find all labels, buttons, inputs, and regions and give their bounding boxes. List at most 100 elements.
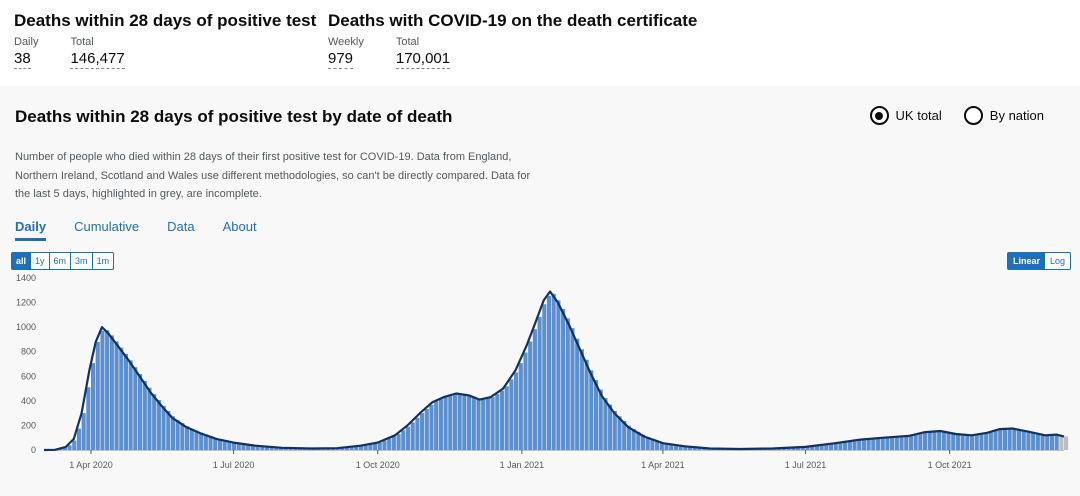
chart-bar — [373, 443, 378, 450]
chart-bar — [1035, 433, 1040, 450]
metric-value[interactable]: 979 — [328, 50, 354, 69]
chart-bar — [861, 439, 866, 450]
radio-uk-total[interactable]: UK total — [869, 106, 942, 125]
range-1m-button[interactable]: 1m — [96, 256, 110, 266]
chart-bar — [377, 442, 382, 450]
chart-bar — [984, 433, 989, 450]
chart-bar — [495, 393, 500, 450]
chart-bar — [152, 394, 157, 450]
chart-bar — [659, 442, 664, 450]
chart-bar — [391, 436, 396, 450]
radio-selected-icon[interactable] — [869, 106, 889, 125]
chart-bar — [922, 432, 928, 450]
chart-bar — [222, 440, 227, 450]
tab-cumulative[interactable]: Cumulative — [74, 219, 140, 234]
y-tick-label: 1000 — [16, 322, 36, 332]
chart-bar — [838, 442, 843, 450]
chart-bar — [1021, 430, 1026, 450]
chart-bar — [485, 398, 490, 450]
chart-bar — [584, 359, 589, 450]
deaths-chart: 0 200 400 600 800 1000 1200 1400 1 Apr 2020 1 Jul… — [0, 272, 1080, 496]
chart-bar — [880, 437, 885, 450]
chart-bar — [546, 295, 552, 450]
chart-bar — [189, 428, 194, 450]
chart-bar — [847, 441, 852, 450]
metric-weekly: Weekly 979 — [328, 36, 364, 69]
chart-bar — [518, 363, 523, 450]
chart-bar — [603, 398, 608, 450]
chart-bar — [1002, 428, 1007, 450]
chart-bar — [796, 447, 801, 450]
x-tick-label: 1 Apr 2020 — [69, 460, 113, 470]
radio-by-nation[interactable]: By nation — [963, 106, 1044, 125]
range-1y-button[interactable]: 1y — [31, 253, 50, 269]
y-tick-label: 1400 — [16, 273, 36, 283]
chart-bar — [612, 410, 617, 450]
chart-bar — [156, 399, 161, 450]
chart-bar — [589, 370, 594, 450]
chart-bar — [833, 443, 838, 450]
chart-bar — [932, 431, 937, 450]
chart-bar — [429, 404, 434, 450]
chart-bar — [448, 395, 453, 450]
scale-linear-button[interactable]: Linear — [1007, 253, 1045, 269]
metric-value[interactable]: 170,001 — [395, 50, 451, 69]
scale-log-button[interactable]: Log — [1049, 256, 1065, 266]
chart-bar — [81, 413, 86, 450]
chart-bar — [1045, 435, 1050, 450]
chart-bar — [119, 347, 124, 450]
chart-bar — [636, 431, 641, 450]
chart-bar — [593, 380, 599, 450]
chart-bar — [344, 447, 349, 450]
chart-bar — [1031, 432, 1036, 450]
tab-daily[interactable]: Daily — [15, 219, 47, 241]
chart-bar — [791, 447, 796, 450]
chart-bar — [965, 434, 970, 450]
chart-bar — [499, 390, 505, 450]
chart-bar — [514, 372, 519, 450]
chart-bar — [142, 380, 147, 450]
chart-bar — [622, 420, 627, 450]
chart-bar — [250, 445, 255, 450]
chart-bar — [565, 318, 570, 450]
chart-bar — [814, 445, 819, 450]
chart-bar — [199, 432, 204, 450]
metric-value[interactable]: 38 — [14, 50, 31, 69]
metric-value[interactable]: 146,477 — [70, 50, 125, 69]
chart-bar — [147, 387, 152, 450]
y-tick-label: 600 — [21, 371, 36, 381]
range-all-button[interactable]: all — [12, 253, 32, 269]
chart-bar — [974, 434, 979, 450]
radio-unselected-icon[interactable] — [963, 106, 983, 125]
chart-bar — [631, 429, 636, 450]
chart-bar — [457, 393, 462, 450]
chart-bar — [128, 360, 133, 450]
chart-bar — [927, 431, 932, 450]
chart-bar — [828, 444, 834, 450]
chart-bar — [650, 438, 655, 450]
chart-bar — [575, 338, 580, 450]
y-tick-label: 0 — [31, 445, 36, 455]
chart-bar — [786, 447, 791, 450]
y-tick-label: 400 — [21, 396, 36, 406]
chart-bar — [363, 445, 368, 450]
metric-total: Total 146,477 — [70, 36, 125, 69]
chart-bar — [988, 432, 993, 450]
chart-bar — [434, 401, 439, 450]
x-tick-label: 1 Jul 2020 — [213, 460, 255, 470]
chart-bar — [208, 436, 213, 450]
chart-bar — [561, 308, 566, 450]
range-3m-button[interactable]: 3m — [71, 253, 93, 269]
range-6m-button[interactable]: 6m — [50, 253, 72, 269]
chart-bar — [401, 430, 406, 450]
chart-bar — [598, 389, 603, 450]
tab-about[interactable]: About — [222, 219, 257, 234]
chart-bar — [946, 432, 951, 450]
chart-bar — [875, 438, 881, 450]
metric-label: Total — [70, 36, 94, 48]
chart-bar — [227, 441, 232, 450]
chart-bar — [1026, 431, 1031, 450]
chart-bar — [904, 436, 909, 450]
chart-bar — [260, 446, 265, 450]
tab-data[interactable]: Data — [167, 219, 195, 234]
